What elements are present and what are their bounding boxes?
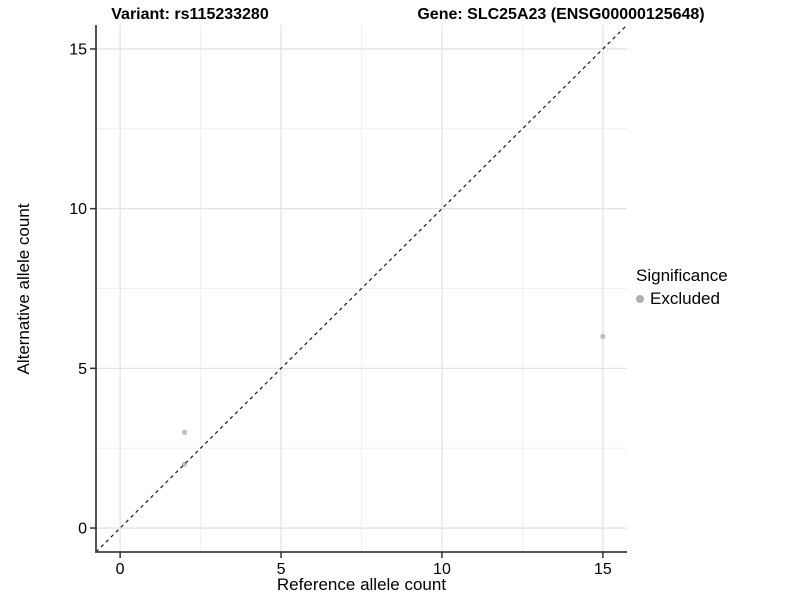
- x-axis-title: Reference allele count: [276, 575, 447, 594]
- data-point: [181, 429, 188, 435]
- data-point: [600, 333, 606, 340]
- legend-item-label: Excluded: [650, 289, 720, 308]
- y-tick-label: 15: [69, 41, 87, 58]
- identity-line: [95, 24, 628, 553]
- y-axis-title: Alternative allele count: [14, 203, 33, 375]
- y-tick-label: 5: [78, 361, 87, 378]
- excluded-point-icon: [636, 295, 644, 303]
- variant-title: Variant: rs115233280: [111, 6, 269, 23]
- x-tick-label: 10: [433, 561, 451, 578]
- x-tick-label: 5: [277, 561, 286, 578]
- gene-title: Gene: SLC25A23 (ENSG00000125648): [417, 6, 705, 23]
- y-tick-label: 0: [78, 521, 87, 538]
- y-tick-label: 10: [69, 201, 87, 218]
- legend: Significance Excluded: [636, 266, 728, 309]
- x-tick-label: 15: [594, 561, 612, 578]
- legend-title: Significance: [636, 266, 728, 285]
- legend-item-excluded: Excluded: [636, 289, 728, 309]
- x-tick-label: 0: [116, 561, 125, 578]
